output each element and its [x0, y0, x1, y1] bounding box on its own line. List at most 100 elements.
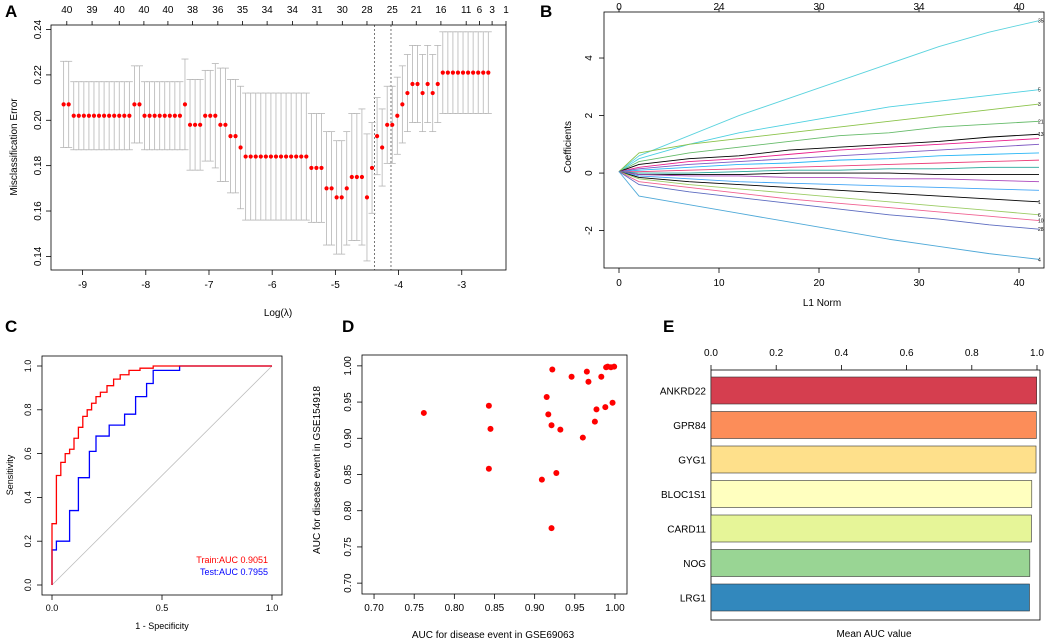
panel-b-top-ticks: 0 24 30 34 40	[616, 2, 1025, 13]
panel-a-point	[304, 154, 309, 159]
panel-a-plot-area	[60, 25, 492, 270]
panel-a-x-tick-label: -9	[78, 280, 87, 291]
panel-a-x-tick-label: -3	[457, 280, 466, 291]
panel-e-category-label: GPR84	[673, 421, 706, 432]
panel-d-point	[602, 404, 609, 411]
panel-d-x-label: AUC for disease event in GSE69063	[412, 630, 575, 641]
panel-c-legend-train: Train:AUC 0.9051	[196, 555, 268, 565]
panel-a-point	[218, 122, 223, 127]
panel-a-top-tick-label: 35	[237, 5, 249, 16]
panel-b-y-label: Coefficients	[563, 121, 574, 173]
panel-b-x-tick-label: 0	[616, 278, 622, 289]
panel-a-top-tick-label: 6	[477, 5, 483, 16]
panel-d-chart: 0.70 0.75 0.80 0.85 0.90 0.95 1.00 0.70 0.75 0.8…	[312, 354, 628, 641]
panel-a-point	[430, 90, 435, 96]
panel-label-c: C	[5, 317, 17, 336]
panel-a-top-tick-label: 40	[138, 5, 150, 16]
panel-e-category-label: CARD11	[667, 525, 706, 536]
panel-a-point	[400, 102, 405, 107]
panel-a-top-tick-label: 40	[114, 5, 126, 16]
panel-a-y-ticks: 0.14 0.16 0.18 0.20 0.22 0.24	[33, 19, 51, 266]
panel-a-top-tick-label: 31	[311, 5, 323, 16]
panel-b-frame	[603, 11, 1045, 269]
panel-e-category-label: GYG1	[678, 456, 706, 467]
panel-c-x-tick-label: 0.5	[156, 603, 169, 613]
panel-d-point	[557, 426, 564, 433]
panel-d-point	[553, 470, 560, 477]
panel-a-top-ticks: 40 39 40 40 40 38 36 35 34 34 31 30 28 25 21 16 11 6 3 1	[61, 5, 509, 25]
panel-a-point	[238, 145, 243, 150]
panel-d-point	[585, 378, 592, 385]
panel-a-top-tick-label: 1	[503, 5, 509, 16]
panel-d-y-label: AUC for disease event in GSE154918	[312, 386, 323, 554]
panel-c-x-tick-label: 0.0	[46, 603, 59, 613]
panel-a-point	[253, 154, 258, 159]
panel-a-y-label: Misclassification Error	[9, 98, 20, 196]
panel-a-point	[339, 195, 344, 200]
panel-c-y-tick-label: 0.4	[23, 491, 33, 504]
panel-b-end-label: 3	[1038, 102, 1041, 108]
panel-b-series-line	[618, 120, 1040, 173]
panel-e-x-tick-label: 0.6	[900, 348, 914, 359]
panel-b-series-line	[618, 171, 1040, 260]
panel-b-series-line	[618, 89, 1040, 173]
panel-e-plot-area	[710, 376, 1037, 612]
panel-d-y-tick-label: 0.80	[343, 501, 354, 521]
panel-a-point	[223, 122, 228, 127]
panel-a-x-tick-label: -7	[205, 280, 214, 291]
panel-b-series-line	[618, 171, 1040, 221]
panel-a-point	[248, 154, 253, 159]
panel-a-point	[405, 90, 410, 96]
panel-e-category-label: BLOC1S1	[661, 490, 706, 501]
panel-b-top-tick-label: 30	[813, 2, 825, 13]
panel-label-d: D	[342, 317, 354, 336]
panel-a-point	[172, 113, 177, 118]
panel-a-y-tick-label: 0.14	[33, 246, 44, 266]
panel-d-plot-area	[420, 363, 618, 532]
panel-b-end-label: 6	[1038, 213, 1041, 219]
panel-d-x-tick-label: 0.80	[445, 603, 465, 614]
panel-e-bar	[710, 376, 1037, 405]
panel-a-point	[273, 154, 279, 159]
panel-a-point	[122, 113, 127, 118]
panel-c-legend-test: Test:AUC 0.7955	[200, 567, 268, 577]
panel-b-y-tick-label: -2	[584, 226, 595, 235]
panel-d-y-tick-label: 0.95	[343, 392, 354, 412]
panel-a-chart: -9 -8 -7 -6 -5 -4 -3 0.140.160.180.200.220.24 …	[9, 5, 509, 319]
panel-b-series-line	[618, 171, 1040, 216]
panel-c-y-tick-label: 1.0	[23, 360, 33, 373]
panel-a-point	[455, 70, 461, 75]
panel-a-point	[177, 113, 183, 118]
panel-a-point	[476, 70, 481, 75]
panel-e-x-ticks: 0.0 0.2 0.4 0.6 0.8 1.0	[704, 348, 1044, 370]
panel-a-top-tick-label: 16	[435, 5, 447, 16]
panel-a-point	[157, 113, 162, 118]
panel-a-top-tick-label: 34	[287, 5, 299, 16]
panel-a-point	[76, 113, 81, 118]
panel-a-point	[152, 113, 157, 118]
panel-a-x-ticks: -9 -8 -7 -6 -5 -4 -3	[78, 270, 467, 291]
panel-b-x-tick-label: 10	[713, 278, 725, 289]
panel-a-point	[192, 122, 198, 127]
panel-a-x-tick-label: -8	[141, 280, 150, 291]
panel-c-chart: 0.0 0.5 1.0 0.0 0.2 0.4 0.6 0.8 1.0 Train:AUC 0…	[5, 355, 283, 631]
panel-d-frame	[361, 354, 628, 595]
panel-b-end-label: 13	[1038, 132, 1044, 138]
panel-a-point	[390, 122, 395, 127]
panel-d-point	[593, 406, 600, 413]
panel-d-point	[545, 411, 552, 418]
panel-b-series-line	[618, 166, 1039, 174]
panel-a-point	[278, 154, 284, 159]
panel-e-bar	[710, 445, 1037, 474]
panel-b-end-labels: 35 5 3 21 13 1 610 28 4	[1038, 19, 1044, 264]
panel-a-top-tick-label: 25	[387, 5, 399, 16]
panel-e-x-tick-label: 0.0	[704, 348, 718, 359]
panel-b-series-line	[618, 138, 1040, 173]
panel-b-top-tick-label: 24	[713, 2, 725, 13]
panel-a-x-tick-label: -6	[268, 280, 277, 291]
panel-a-point	[324, 186, 329, 191]
panel-a-point	[268, 154, 274, 159]
panel-b-end-label: 1	[1038, 200, 1041, 206]
panel-e-bar	[710, 514, 1032, 543]
